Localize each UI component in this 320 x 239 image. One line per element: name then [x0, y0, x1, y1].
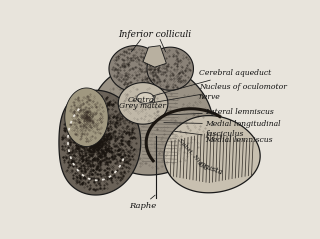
Text: Central: Central [128, 96, 157, 104]
Polygon shape [109, 46, 162, 92]
Text: nerve: nerve [199, 93, 220, 101]
Text: Subst. Nigra: Subst. Nigra [177, 138, 207, 171]
Text: Medial longitudinal: Medial longitudinal [164, 120, 281, 128]
Text: fasciculus: fasciculus [205, 130, 244, 138]
Polygon shape [164, 116, 260, 193]
Text: Cerebral aqueduct: Cerebral aqueduct [152, 69, 271, 96]
Text: Grey matter: Grey matter [119, 103, 166, 110]
Polygon shape [143, 46, 166, 67]
Text: Medial lemniscus: Medial lemniscus [175, 131, 273, 144]
Text: Lateral lemniscus: Lateral lemniscus [168, 108, 274, 116]
Polygon shape [65, 88, 108, 147]
Polygon shape [118, 83, 168, 124]
Polygon shape [137, 92, 154, 103]
Text: Crusta: Crusta [197, 161, 224, 177]
Polygon shape [92, 64, 213, 175]
Text: Inferior colliculi: Inferior colliculi [118, 30, 191, 39]
Text: Nucleus of oculomotor: Nucleus of oculomotor [150, 83, 287, 103]
Text: Raphe: Raphe [129, 195, 156, 210]
Polygon shape [147, 47, 194, 90]
Polygon shape [59, 90, 141, 195]
